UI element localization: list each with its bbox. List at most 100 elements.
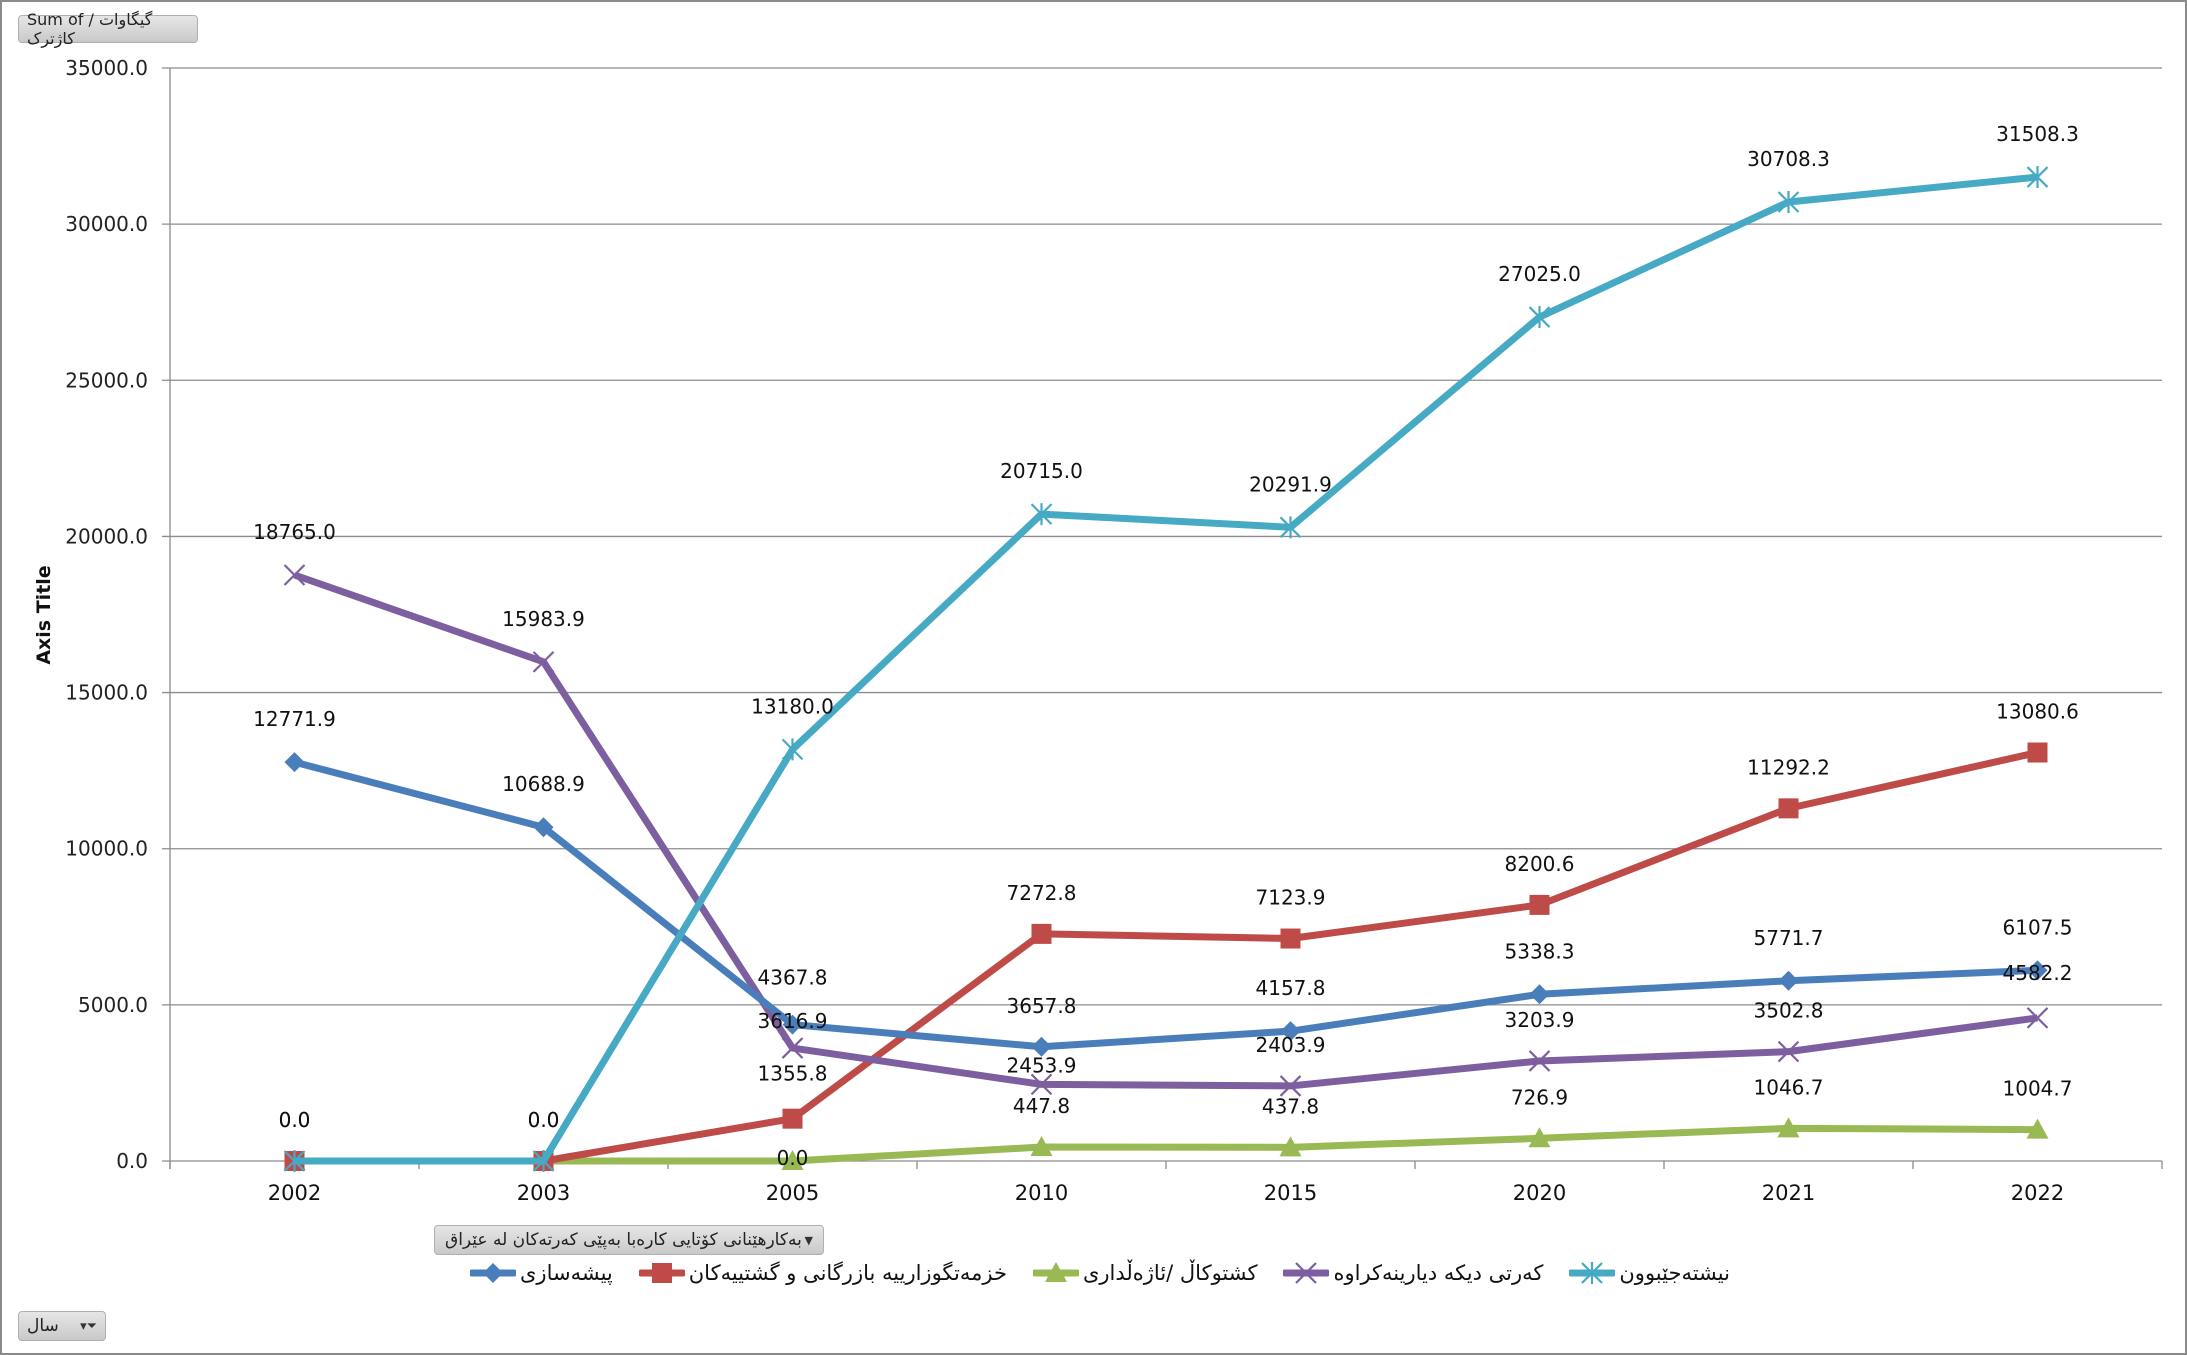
square-marker-icon [1031, 923, 1052, 944]
data-label: 13080.6 [1996, 700, 2079, 724]
legend-item-agriculture[interactable]: کشتوکاڵ /ئاژەڵداری [1032, 1261, 1257, 1285]
x-marker-icon [532, 651, 555, 673]
series-services [284, 742, 2048, 1171]
data-label: 2403.9 [1256, 1033, 1326, 1057]
data-label: 5771.7 [1754, 926, 1824, 950]
data-label: 6107.5 [2003, 915, 2073, 939]
x-tick-label: 2020 [1513, 1181, 1566, 1205]
legend-label: خزمەتگوزارییە بازرگانی و گشتییەکان [688, 1261, 1007, 1285]
y-tick-label: 10000.0 [65, 837, 148, 861]
data-label: 13180.0 [751, 694, 834, 718]
data-label: 30708.3 [1747, 147, 1830, 171]
diamond-marker-icon [284, 752, 305, 773]
data-label: 3502.8 [1754, 999, 1824, 1023]
legend-label: نیشتەجێبوون [1619, 1261, 1730, 1285]
series-line [294, 749, 2039, 1165]
x-marker-icon [2026, 1007, 2049, 1029]
legend-swatch-square-icon [638, 1263, 685, 1283]
legend-label: کەرتی دیکە دیارینەکراوە [1333, 1261, 1544, 1285]
y-tick-label: 15000.0 [65, 681, 148, 705]
data-label: 15983.9 [502, 607, 585, 631]
data-label: 0.0 [528, 1108, 560, 1132]
data-label: 5338.3 [1505, 939, 1575, 963]
data-label: 0.0 [528, 1108, 560, 1132]
data-label: 12771.9 [253, 707, 336, 731]
triangle-marker-icon [2026, 1118, 2049, 1139]
axis-field-button[interactable]: بەکارهێنانی کۆتایی کارەبا بەپێی کەرتەکان… [434, 1225, 824, 1255]
triangle-marker-icon [781, 1150, 804, 1170]
square-marker-icon [1778, 798, 1799, 819]
star-marker-icon [283, 1150, 306, 1172]
data-label: 2453.9 [1007, 1053, 1077, 1077]
legend-swatch-star-icon [1569, 1262, 1616, 1284]
data-label: 4367.8 [758, 966, 828, 990]
triangle-marker-icon [1528, 1127, 1551, 1148]
triangle-marker-icon [1044, 1262, 1067, 1282]
square-marker-icon [1280, 928, 1301, 949]
series-industry [284, 752, 2048, 1057]
legend-item-residential[interactable]: نیشتەجێبوون [1569, 1261, 1730, 1285]
star-marker-icon [781, 738, 804, 761]
triangle-marker-icon [1777, 1117, 1800, 1138]
x-tick-label: 2010 [1015, 1181, 1068, 1205]
triangle-marker-icon [1030, 1136, 1053, 1157]
legend-swatch-triangle-icon [1032, 1262, 1079, 1282]
square-marker-icon [651, 1263, 672, 1283]
series-line [294, 1124, 2038, 1165]
y-tick-label: 30000.0 [65, 212, 148, 236]
data-label: 3657.8 [1007, 994, 1077, 1018]
star-marker-icon [1528, 306, 1551, 329]
diamond-marker-icon [483, 1263, 503, 1283]
square-marker-icon [782, 1108, 803, 1129]
data-label: 7123.9 [1256, 886, 1326, 910]
data-label: 0.0 [777, 1146, 809, 1170]
legend-item-services[interactable]: خزمەتگوزارییە بازرگانی و گشتییەکان [638, 1261, 1007, 1285]
data-label: 18765.0 [253, 520, 336, 544]
axis-field-label: بەکارهێنانی کۆتایی کارەبا بەپێی کەرتەکان… [445, 1230, 802, 1250]
chart-legend: پیشەسازی خزمەتگوزارییە بازرگانی و گشتییەک… [470, 1256, 1730, 1290]
x-tick-label: 2003 [517, 1181, 570, 1205]
data-label: 10688.9 [502, 772, 585, 796]
y-axis-title: Axis Title [33, 565, 55, 664]
year-filter-button[interactable]: سال ▾⏷ [18, 1311, 106, 1341]
x-marker-icon [781, 1037, 804, 1059]
data-label: 27025.0 [1498, 262, 1581, 286]
diamond-marker-icon [782, 1014, 803, 1035]
diamond-marker-icon [1529, 984, 1550, 1005]
x-tick-label: 2022 [2011, 1181, 2064, 1205]
data-label: 437.8 [1262, 1094, 1319, 1118]
star-marker-icon [2026, 166, 2049, 189]
x-marker-icon [1279, 1075, 1302, 1097]
series-line [293, 758, 2038, 1051]
series-line [294, 173, 2038, 1165]
x-tick-label: 2005 [766, 1181, 819, 1205]
data-label: 1355.8 [758, 1062, 828, 1086]
star-marker-icon [532, 1150, 555, 1172]
star-marker-icon [1030, 503, 1053, 526]
value-field-button[interactable]: Sum of گیگاوات /کاژترک [18, 10, 198, 48]
x-tick-label: 2002 [268, 1181, 321, 1205]
x-marker-icon [283, 564, 306, 586]
data-label: 31508.3 [1996, 122, 2079, 146]
x-marker-icon [1777, 1040, 1800, 1063]
data-label: 7272.8 [1007, 881, 1077, 905]
y-tick-label: 0.0 [116, 1149, 148, 1173]
x-tick-label: 2021 [1762, 1181, 1815, 1205]
x-tick-label: 2015 [1264, 1181, 1317, 1205]
y-tick-label: 35000.0 [65, 56, 148, 80]
legend-item-other[interactable]: کەرتی دیکە دیارینەکراوە [1283, 1261, 1543, 1285]
data-label: 726.9 [1511, 1085, 1568, 1109]
data-label: 447.8 [1013, 1094, 1070, 1118]
triangle-marker-icon [1279, 1136, 1302, 1157]
data-label: 0.0 [279, 1108, 311, 1132]
legend-swatch-diamond-icon [470, 1263, 516, 1283]
data-label: 3203.9 [1505, 1008, 1575, 1032]
value-field-label: Sum of گیگاوات /کاژترک [27, 10, 153, 48]
x-marker-icon [1528, 1050, 1551, 1072]
star-marker-icon [1581, 1262, 1604, 1284]
diamond-marker-icon [1778, 970, 1799, 991]
series-other [283, 564, 2049, 1097]
legend-item-industry[interactable]: پیشەسازی [470, 1261, 613, 1285]
